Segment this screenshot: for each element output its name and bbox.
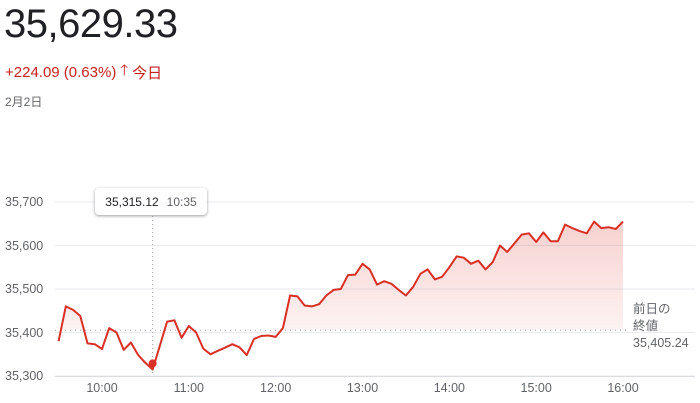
x-tick-label: 12:00 — [260, 381, 292, 395]
previous-close-value: 35,405.24 — [633, 336, 689, 350]
previous-close-label-line2: 終値 — [633, 319, 659, 333]
change-period: 今日 — [132, 65, 163, 82]
x-tick-label: 15:00 — [520, 381, 552, 395]
x-tick-label: 14:00 — [433, 381, 465, 395]
y-tick-label: 35,700 — [5, 195, 44, 209]
previous-close-label-line1: 前日の — [633, 302, 671, 316]
change-value: +224.09 (0.63%) — [5, 64, 117, 81]
y-tick-label: 35,400 — [5, 325, 44, 340]
tooltip-time: 10:35 — [166, 194, 197, 209]
price-change: +224.09 (0.63%) 🡑 今日 — [5, 60, 162, 85]
hover-marker — [148, 359, 157, 368]
arrow-up-icon: 🡑 — [120, 62, 129, 79]
current-price: 35,629.33 — [4, 2, 178, 46]
chart-area-fill — [58, 221, 623, 331]
x-tick-label: 13:00 — [346, 381, 379, 395]
tooltip-value: 35,315.12 — [105, 194, 159, 209]
price-line — [57, 220, 624, 371]
chart-date: 2月2日 — [5, 95, 43, 109]
x-tick-label: 10:00 — [86, 381, 118, 395]
x-tick-label: 16:00 — [607, 381, 639, 395]
x-tick-label: 11:00 — [173, 381, 205, 395]
hover-tooltip: 35,315.12 10:35 — [95, 188, 207, 215]
y-tick-label: 35,300 — [5, 369, 44, 383]
previous-close-label: 前日の 終値 35,405.24 — [633, 301, 689, 352]
y-tick-label: 35,500 — [5, 282, 44, 296]
y-tick-label: 35,600 — [5, 238, 44, 253]
